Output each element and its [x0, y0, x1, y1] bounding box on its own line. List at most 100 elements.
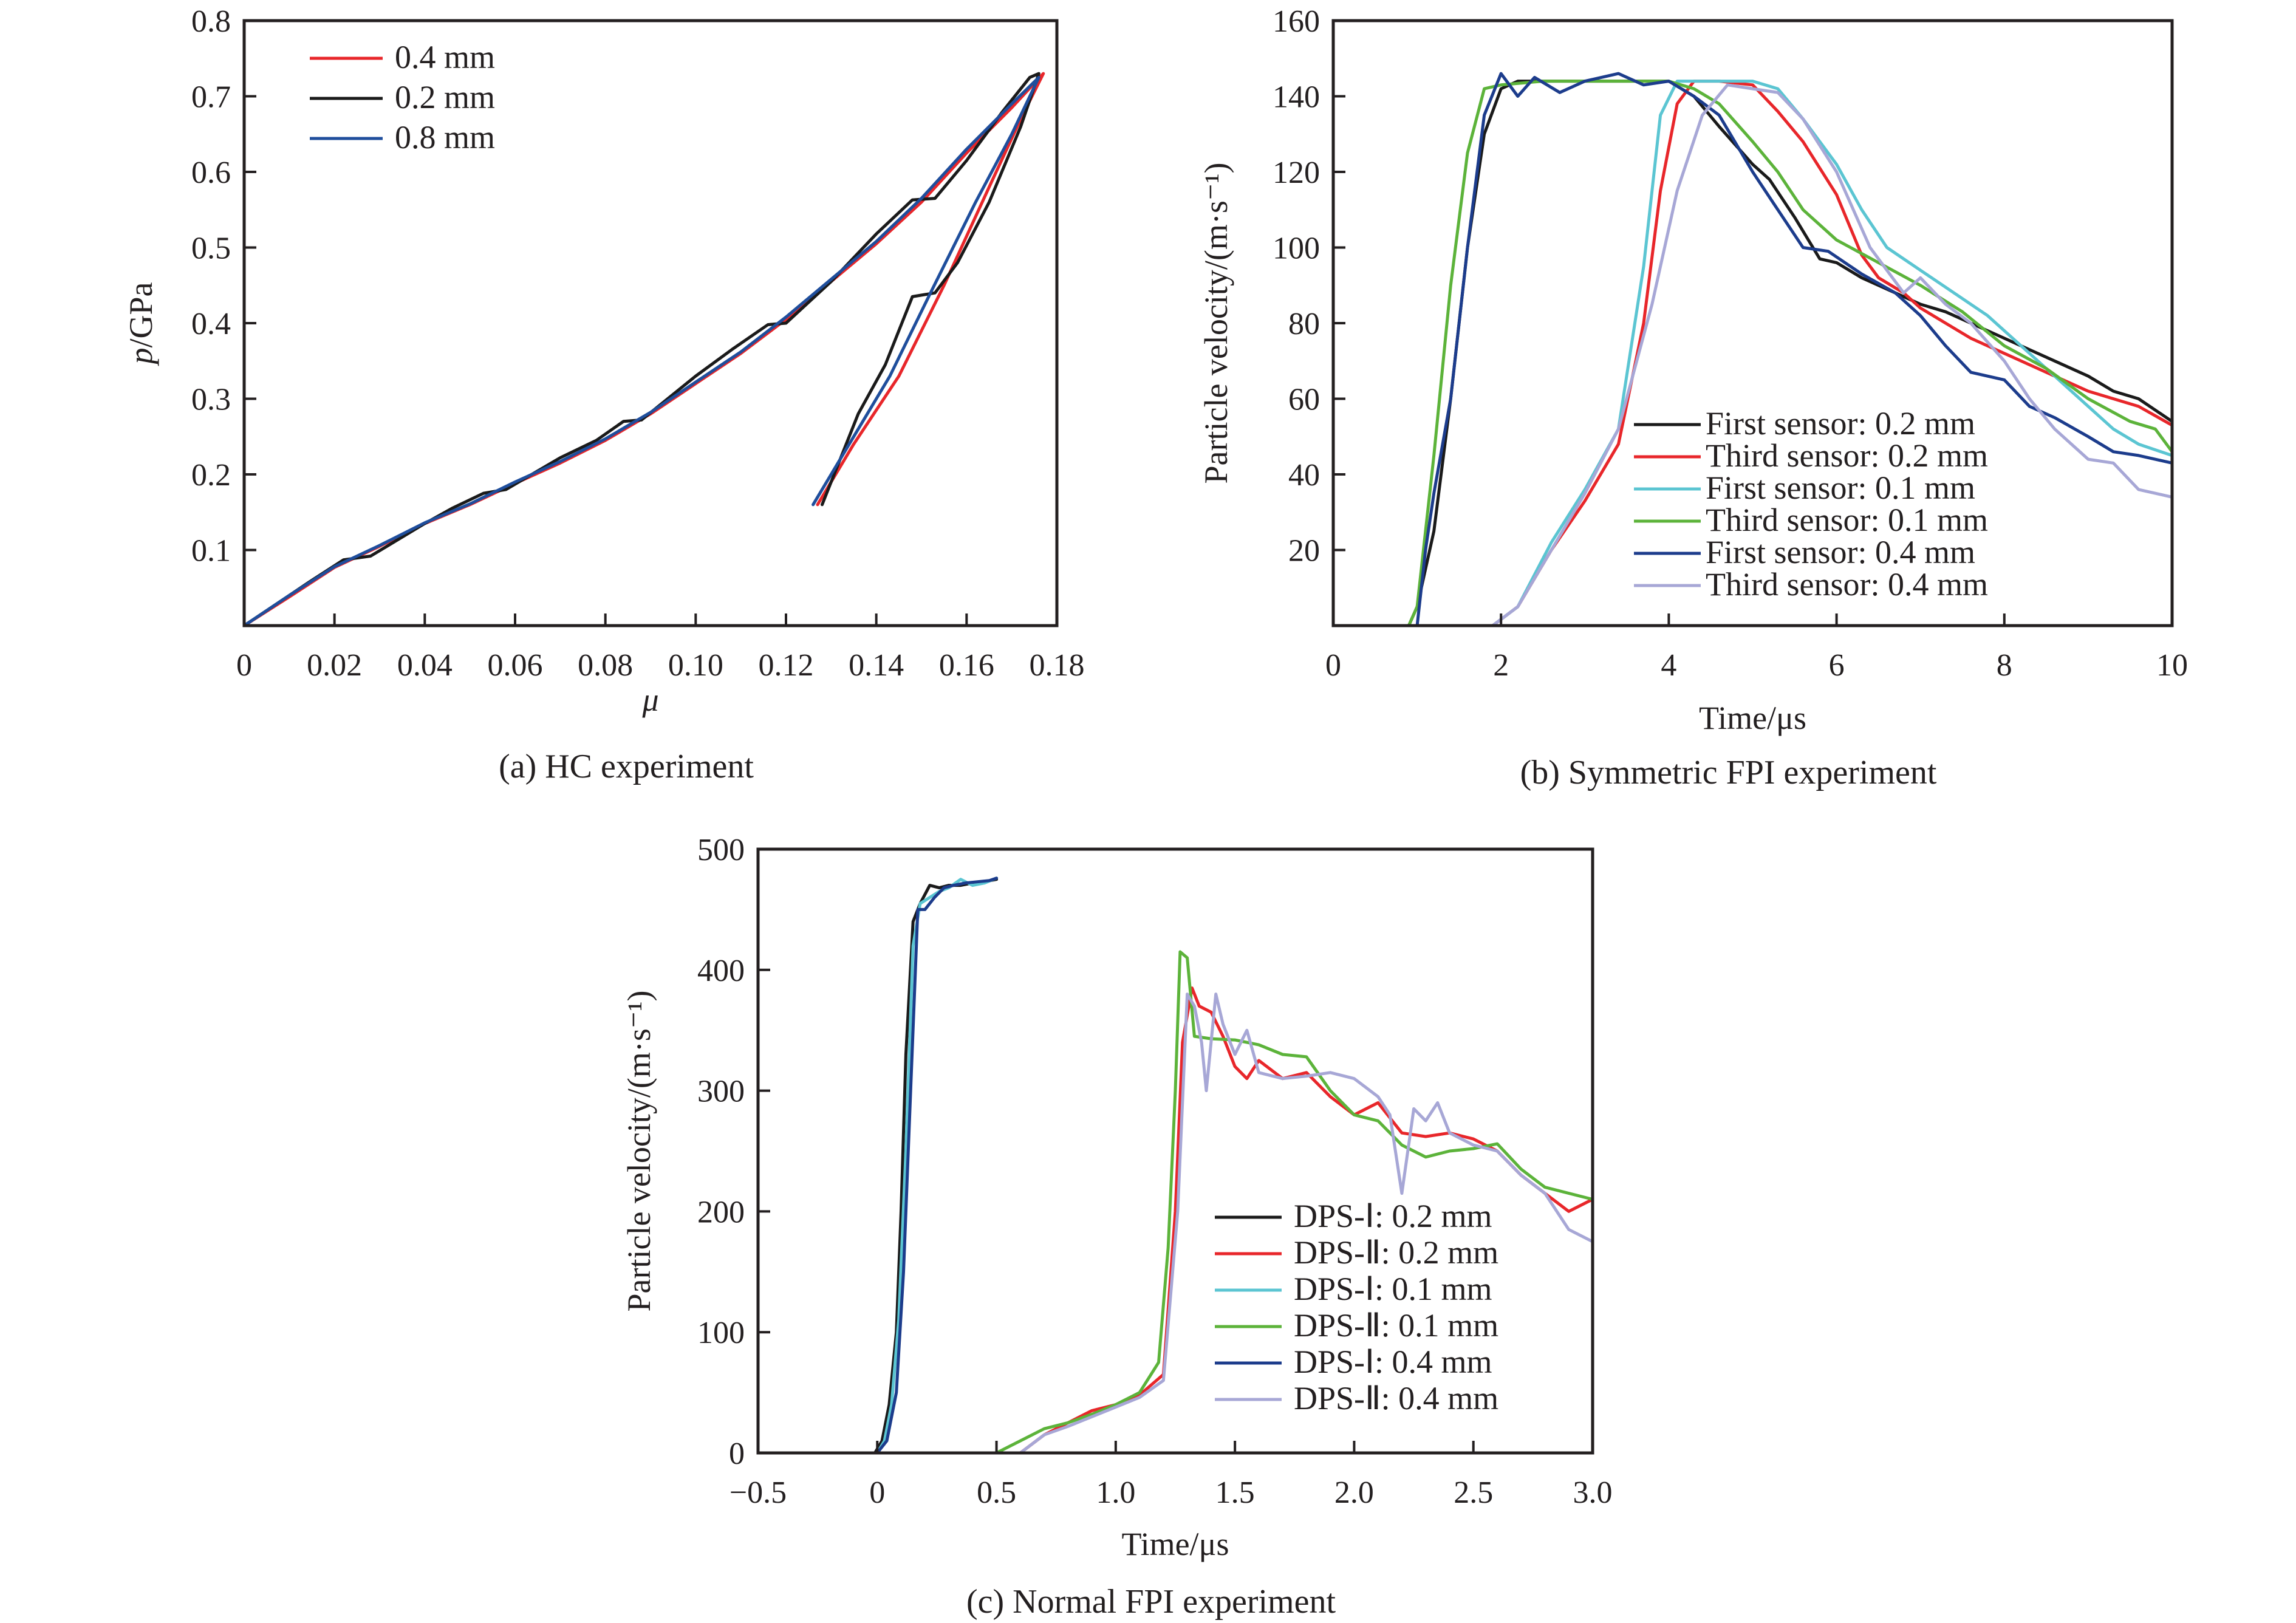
series-line-4: [995, 950, 1594, 1455]
x-tick-label: 2.5: [1454, 1475, 1493, 1510]
y-tick-label: 0.1: [191, 534, 231, 569]
y-tick-label: 0.6: [191, 155, 231, 190]
x-tick-label: 0.10: [668, 648, 723, 683]
chart-a: 0 0.02 0.04 0.06 0.08 0.10 0.12 0.14 0.16 0.18 0.1…: [123, 4, 1085, 785]
y-tick-label: 60: [1288, 383, 1320, 417]
series-line-4: [1382, 80, 2174, 627]
legend-label: First sensor: 0.1 mm: [1706, 470, 1975, 506]
chart-caption: (b) Symmetric FPI experiment: [1520, 754, 1937, 791]
legend-item: DPS-Ⅱ: 0.1 mm: [1215, 1307, 1498, 1344]
legend-label: DPS-Ⅱ: 0.1 mm: [1294, 1307, 1498, 1344]
y-tick-label: 100: [697, 1316, 745, 1350]
legend-label: 0.8 mm: [395, 119, 495, 155]
chart-c: −0.5 0 0.5 1.0 1.5 2.0 2.5 3.0 0 100 200 300 400 500 T…: [621, 833, 1613, 1621]
legend-item: First sensor: 0.1 mm: [1634, 470, 1975, 506]
legend-label: DPS-Ⅱ: 0.4 mm: [1294, 1380, 1498, 1416]
legend-item: DPS-Ⅱ: 0.4 mm: [1215, 1380, 1498, 1416]
x-tick-label: 2.0: [1334, 1475, 1374, 1510]
x-tick-label: 0.18: [1030, 648, 1085, 683]
legend-item: 0.2 mm: [310, 79, 495, 115]
series-line-2: [242, 72, 1040, 627]
legend-item: 0.4 mm: [310, 39, 495, 75]
x-axis: −0.5 0 0.5 1.0 1.5 2.0 2.5 3.0: [729, 1441, 1613, 1510]
y-tick-label: 80: [1288, 307, 1320, 341]
x-tick-label: −0.5: [729, 1475, 787, 1510]
series-group: [242, 72, 1045, 627]
legend-item: First sensor: 0.4 mm: [1634, 534, 1975, 570]
series-line-1: [873, 878, 999, 1455]
y-tick-label: 20: [1288, 534, 1320, 569]
y-tick-label: 0.3: [191, 383, 231, 417]
y-axis-label: p/GPa: [123, 282, 159, 366]
x-tick-label: 3.0: [1573, 1475, 1613, 1510]
x-tick-label: 0.5: [977, 1475, 1016, 1510]
y-axis-label-symbol: p: [123, 348, 159, 367]
y-tick-label: 40: [1288, 458, 1320, 493]
legend-label: 0.2 mm: [395, 79, 495, 115]
series-group: [1382, 72, 2174, 627]
legend-label: 0.4 mm: [395, 39, 495, 75]
series-line-1: [242, 72, 1045, 627]
x-tick-label: 0: [869, 1475, 885, 1510]
legend: 0.4 mm 0.2 mm 0.8 mm: [310, 39, 495, 155]
series-line-3: [242, 75, 1040, 627]
y-tick-label: 100: [1273, 231, 1320, 266]
x-tick-label: 6: [1829, 648, 1845, 683]
series-line-6: [995, 993, 1594, 1455]
x-axis: 0 0.02 0.04 0.06 0.08 0.10 0.12 0.14 0.16 0.18: [236, 613, 1085, 683]
plot-frame: [242, 19, 1059, 627]
x-tick-label: 0.06: [488, 648, 543, 683]
legend-label: Third sensor: 0.1 mm: [1706, 502, 1988, 538]
legend-item: 0.8 mm: [310, 119, 495, 155]
y-tick-label: 120: [1273, 155, 1320, 190]
chart-caption: (c) Normal FPI experiment: [966, 1583, 1336, 1621]
x-tick-label: 0.02: [307, 648, 362, 683]
x-tick-label: 4: [1661, 648, 1676, 683]
series-group: [873, 876, 1594, 1455]
chart-b: 0 2 4 6 8 10 20 40 60 80 100 120 140 160 Time/μs Partic…: [1198, 4, 2188, 791]
y-axis: 0 100 200 300 400 500: [697, 833, 770, 1471]
legend-label: Third sensor: 0.4 mm: [1706, 566, 1988, 603]
legend-item: DPS-Ⅰ: 0.1 mm: [1215, 1271, 1492, 1307]
legend-item: DPS-Ⅰ: 0.2 mm: [1215, 1198, 1492, 1234]
x-tick-label: 1.0: [1096, 1475, 1135, 1510]
legend-item: Third sensor: 0.4 mm: [1634, 566, 1988, 603]
legend-label: DPS-Ⅱ: 0.2 mm: [1294, 1234, 1498, 1271]
y-tick-label: 140: [1273, 80, 1320, 115]
legend-item: Third sensor: 0.1 mm: [1634, 502, 1988, 538]
legend-item: DPS-Ⅱ: 0.2 mm: [1215, 1234, 1498, 1271]
y-axis-label: Particle velocity/(m·s⁻¹): [621, 990, 657, 1311]
series-line-5: [1415, 72, 2174, 627]
x-tick-label: 0: [236, 648, 252, 683]
legend-item: First sensor: 0.2 mm: [1634, 405, 1975, 442]
x-tick-label: 10: [2156, 648, 2188, 683]
y-tick-label: 160: [1273, 4, 1320, 39]
y-axis-label-unit: /GPa: [123, 282, 159, 347]
x-tick-label: 0.12: [759, 648, 814, 683]
y-axis-label: Particle velocity/(m·s⁻¹): [1198, 162, 1234, 483]
x-tick-label: 0: [1325, 648, 1341, 683]
legend-label: DPS-Ⅰ: 0.2 mm: [1294, 1198, 1492, 1234]
y-tick-label: 300: [697, 1075, 745, 1109]
x-axis: 0 2 4 6 8 10: [1325, 613, 2188, 683]
y-axis: 0.1 0.2 0.3 0.4 0.5 0.6 0.7 0.8: [191, 4, 256, 569]
series-line-3: [875, 876, 999, 1455]
legend-label: First sensor: 0.2 mm: [1706, 405, 1975, 442]
y-tick-label: 0.2: [191, 458, 231, 493]
chart-caption: (a) HC experiment: [499, 748, 754, 785]
x-tick-label: 1.5: [1215, 1475, 1255, 1510]
legend-label: First sensor: 0.4 mm: [1706, 534, 1975, 570]
series-line-5: [875, 876, 999, 1455]
x-tick-label: 8: [1997, 648, 2012, 683]
x-axis-label: Time/μs: [1699, 700, 1806, 736]
y-axis: 20 40 60 80 100 120 140 160: [1273, 4, 1345, 569]
x-axis-label: Time/μs: [1121, 1526, 1229, 1562]
legend-item: DPS-Ⅰ: 0.4 mm: [1215, 1344, 1492, 1380]
legend-label: DPS-Ⅰ: 0.1 mm: [1294, 1271, 1492, 1307]
y-tick-label: 0.8: [191, 4, 231, 39]
y-tick-label: 200: [697, 1195, 745, 1229]
x-axis-label: μ: [641, 682, 658, 718]
